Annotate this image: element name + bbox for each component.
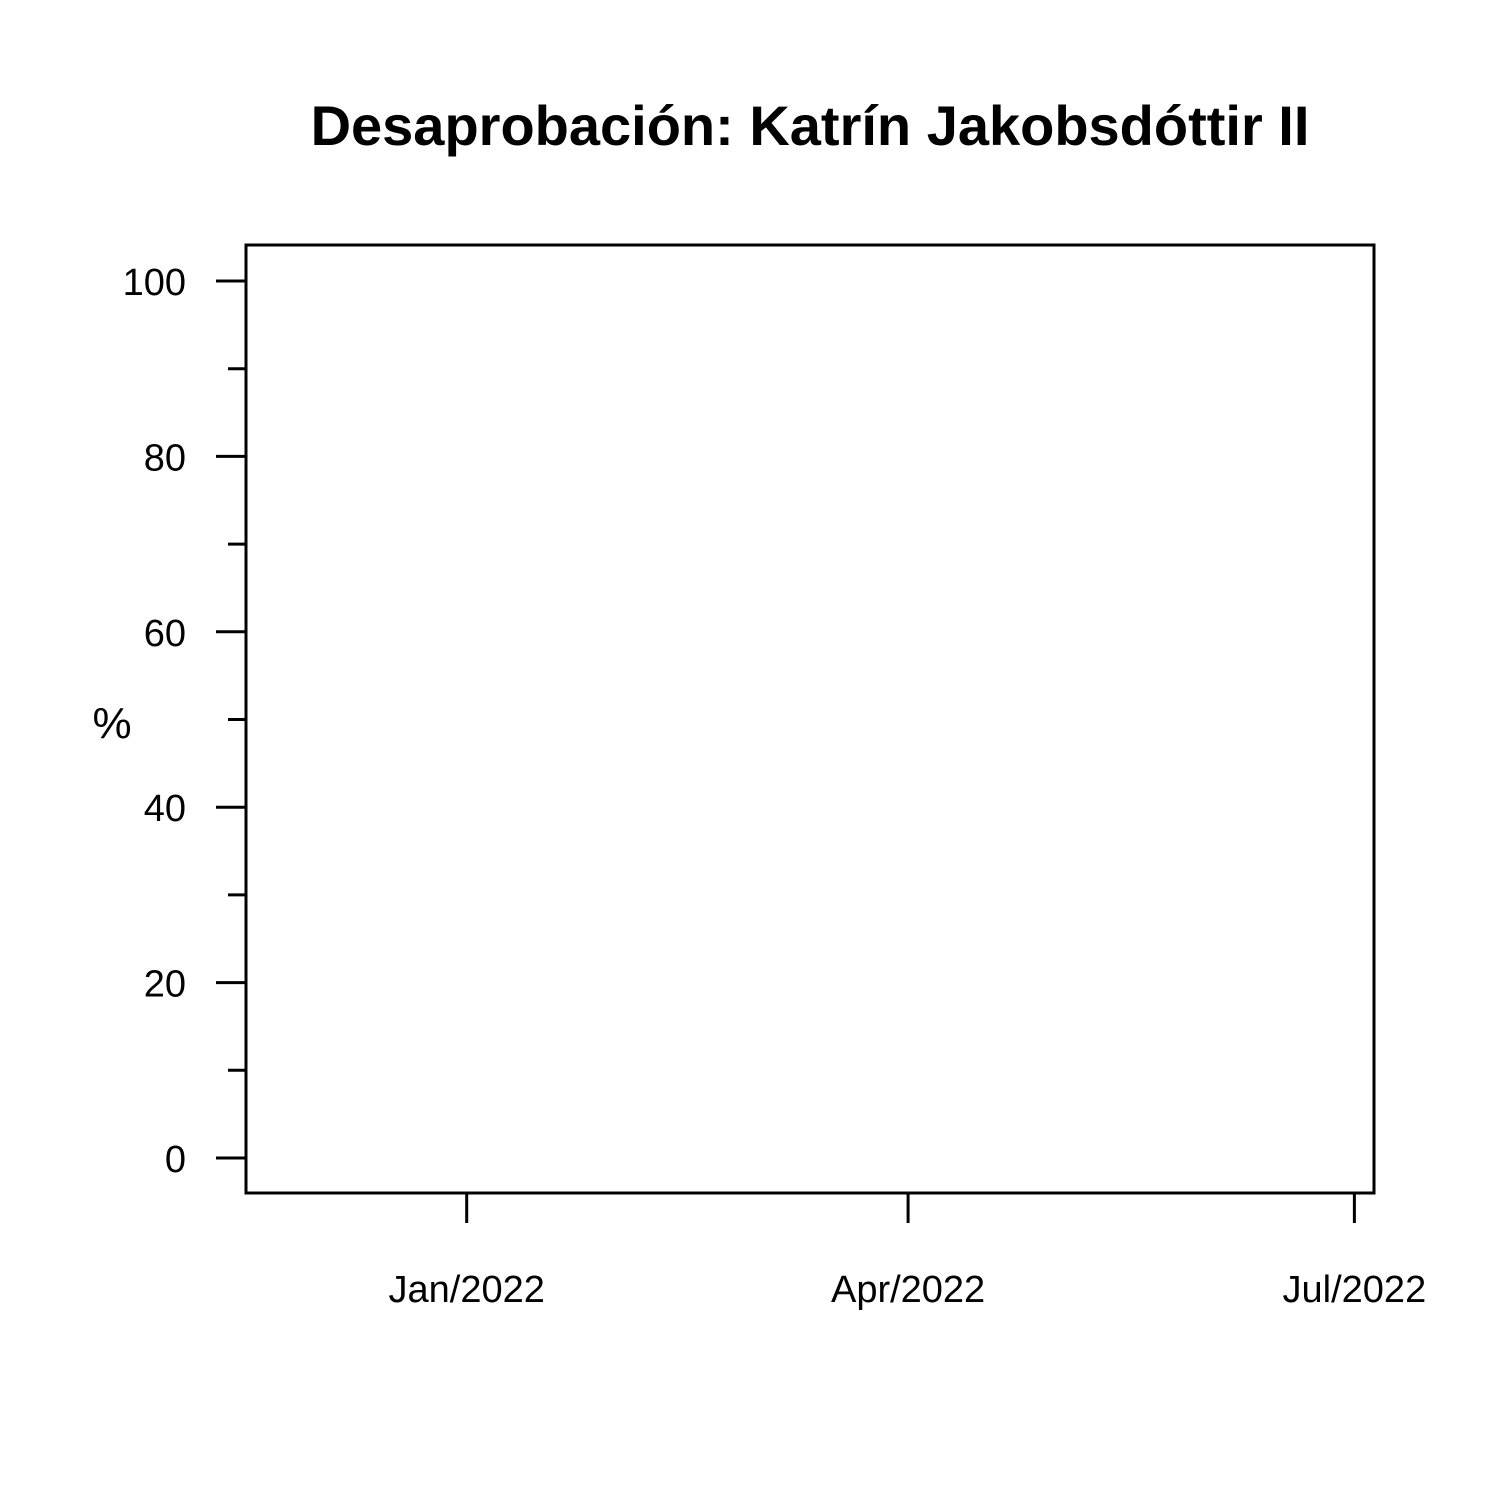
- y-axis-label: %: [92, 699, 131, 748]
- y-tick-label-40: 40: [144, 788, 186, 830]
- plot-frame: [244, 243, 1376, 1195]
- y-tick-label-60: 60: [144, 613, 186, 655]
- y-tick-label-0: 0: [165, 1139, 186, 1181]
- x-axis: Jan/2022 Apr/2022 Jul/2022: [389, 1193, 1427, 1311]
- y-axis: 0 20 40 60 80 100: [123, 262, 246, 1181]
- y-tick-label-100: 100: [123, 262, 186, 304]
- y-tick-label-20: 20: [144, 964, 186, 1006]
- x-tick-label-1: Apr/2022: [831, 1269, 985, 1311]
- y-tick-label-80: 80: [144, 437, 186, 479]
- x-tick-label-2: Jul/2022: [1283, 1269, 1427, 1311]
- x-tick-label-0: Jan/2022: [389, 1269, 545, 1311]
- chart-title: Desaprobación: Katrín Jakobsdóttir II: [311, 94, 1310, 157]
